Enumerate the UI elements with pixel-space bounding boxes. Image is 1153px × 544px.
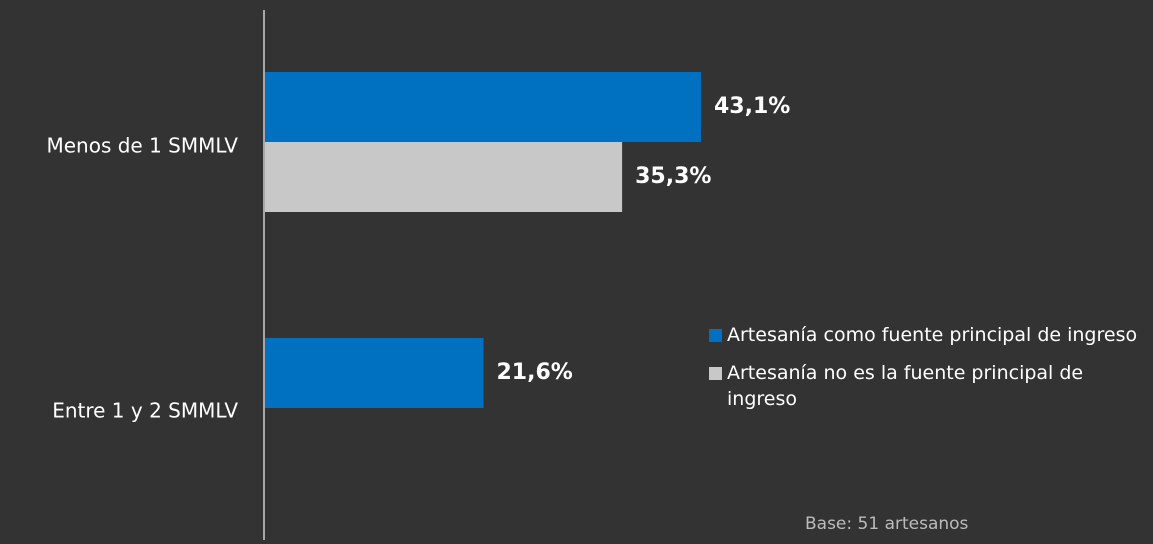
bar xyxy=(265,72,701,142)
legend-label-primary: Artesanía como fuente principal de ingre… xyxy=(727,324,1138,346)
data-labels: 43,1% 35,3% 21,6% xyxy=(497,94,791,385)
legend-label-secondary: Artesanía no es la fuente principal de i… xyxy=(727,362,1084,410)
legend: Artesanía como fuente principal de ingre… xyxy=(709,322,1153,424)
legend-item-secondary: Artesanía no es la fuente principal de i… xyxy=(709,360,1153,412)
bars xyxy=(265,72,701,408)
legend-item-primary: Artesanía como fuente principal de ingre… xyxy=(709,322,1153,348)
legend-swatch-secondary xyxy=(709,367,722,380)
data-label: 43,1% xyxy=(714,94,790,119)
bar xyxy=(265,142,623,212)
legend-swatch-primary xyxy=(709,329,722,342)
data-label: 21,6% xyxy=(497,360,573,385)
category-label: Entre 1 y 2 SMMLV xyxy=(52,399,238,423)
bar xyxy=(265,338,484,408)
data-label: 35,3% xyxy=(635,164,711,189)
category-label: Menos de 1 SMMLV xyxy=(46,134,238,158)
category-labels: Menos de 1 SMMLV Entre 1 y 2 SMMLV xyxy=(46,134,238,423)
base-note: Base: 51 artesanos xyxy=(805,514,969,534)
